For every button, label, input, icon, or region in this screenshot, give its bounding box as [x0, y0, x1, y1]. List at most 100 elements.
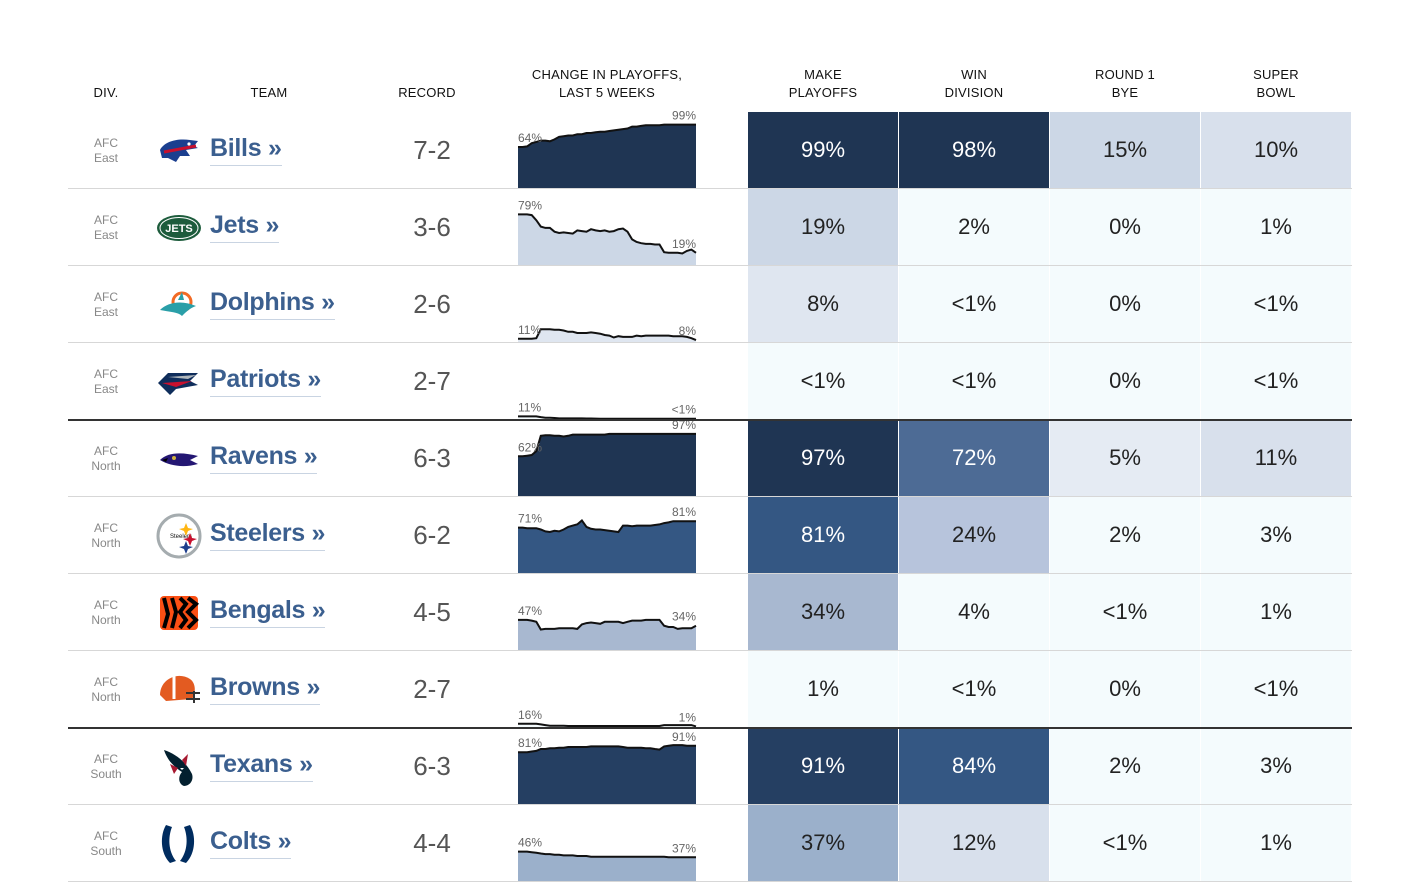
super-bowl-cell: 1% [1201, 189, 1351, 265]
sparkline-line [518, 432, 696, 458]
table-row: AFC East Bills » 7-2 64% 99% 99% 98% 15% 10% [68, 109, 1352, 189]
win-division-cell: <1% [899, 343, 1049, 419]
team-record: 6-2 [413, 520, 451, 550]
win-division-cell: <1% [899, 651, 1049, 727]
sparkline-start-label: 47% [518, 604, 542, 618]
team-link[interactable]: Ravens » [210, 441, 318, 474]
team-logo-icon [156, 359, 202, 405]
header-make-playoffs: MAKE PLAYOFFS [788, 67, 858, 100]
sparkline-end-label: 8% [679, 324, 697, 338]
sparkline-line [518, 328, 697, 342]
sparkline-area [518, 214, 696, 265]
round1-bye-cell: 0% [1050, 651, 1200, 727]
sparkline-start-label: 11% [518, 400, 541, 414]
row-divider [68, 573, 1352, 574]
division-label: AFC East [93, 213, 118, 242]
team-link[interactable]: Browns » [210, 672, 320, 705]
round1-bye-cell: 5% [1050, 420, 1200, 496]
table-row: AFC North Steelers Steelers » 6-2 71% 81% … [68, 497, 1352, 574]
table-row: AFC North Bengals » 4-5 47% 34% 34% 4% <1% 1% [68, 574, 1352, 651]
team-logo-icon [156, 821, 202, 867]
row-divider [68, 342, 1352, 343]
round1-bye-cell: <1% [1050, 574, 1200, 650]
sparkline-area [518, 619, 696, 650]
sparkline-area [518, 745, 696, 804]
sparkline-line [518, 415, 696, 420]
team-link[interactable]: Steelers » [210, 518, 325, 551]
team-link[interactable]: Bills » [210, 133, 282, 166]
sparkline-end-label: <1% [672, 403, 697, 417]
make-playoffs-cell: 34% [748, 574, 898, 650]
round1-bye-cell: <1% [1050, 805, 1200, 881]
playoff-sparkline: 11% <1% [518, 400, 697, 420]
sparkline-end-label: 37% [672, 841, 696, 855]
sparkline-start-label: 62% [518, 440, 542, 454]
team-link[interactable]: Dolphins » [210, 287, 335, 320]
sparkline-start-label: 81% [518, 736, 542, 750]
header-team: TEAM [250, 85, 288, 100]
sparkline-start-label: 46% [518, 836, 542, 850]
super-bowl-cell: 3% [1201, 728, 1351, 804]
team-link[interactable]: Colts » [210, 826, 292, 859]
table-row: AFC North Ravens » 6-3 62% 97% 97% 72% 5% 11% [68, 418, 1352, 497]
svg-text:JETS: JETS [165, 223, 193, 235]
team-record: 4-4 [413, 828, 451, 858]
division-label: AFC North [91, 675, 121, 704]
table-row: AFC East Patriots » 2-7 11% <1% <1% <1% 0% <1… [68, 343, 1352, 421]
sparkline-area [518, 433, 696, 496]
header-div: DIV. [93, 85, 119, 100]
make-playoffs-cell: 81% [748, 497, 898, 573]
header-round1-bye: ROUND 1 BYE [1095, 67, 1155, 100]
super-bowl-cell: 11% [1201, 420, 1351, 496]
make-playoffs-cell: 19% [748, 189, 898, 265]
team-logo-icon [156, 282, 202, 328]
sparkline-start-label: 71% [518, 512, 542, 526]
team-link[interactable]: Jets » [210, 210, 279, 243]
table-row: AFC South Texans » 6-3 81% 91% 91% 84% 2% 3% [68, 728, 1352, 805]
team-logo-icon [156, 128, 202, 174]
row-divider [68, 650, 1352, 651]
header-record: RECORD [398, 85, 456, 100]
super-bowl-cell: 1% [1201, 574, 1351, 650]
playoff-sparkline: 11% 8% [518, 323, 697, 342]
division-label: AFC East [93, 136, 118, 165]
super-bowl-cell: <1% [1201, 266, 1351, 342]
sparkline-end-label: 81% [672, 505, 696, 519]
playoff-sparkline: 81% 91% [518, 730, 696, 804]
sparkline-end-label: 91% [672, 730, 696, 744]
make-playoffs-cell: 99% [748, 112, 898, 188]
division-label: AFC South [90, 829, 122, 858]
division-label: AFC North [91, 444, 121, 473]
sparkline-area [518, 520, 696, 573]
team-record: 3-6 [413, 212, 451, 242]
row-divider [68, 727, 1352, 729]
sparkline-end-label: 1% [679, 710, 697, 724]
header-super-bowl: SUPER BOWL [1253, 67, 1299, 100]
row-divider [68, 265, 1352, 266]
round1-bye-cell: 0% [1050, 266, 1200, 342]
team-logo-icon [156, 590, 202, 636]
team-link[interactable]: Patriots » [210, 364, 321, 397]
make-playoffs-cell: <1% [748, 343, 898, 419]
team-link[interactable]: Texans » [210, 749, 313, 782]
team-record: 4-5 [413, 597, 451, 627]
team-record: 6-3 [413, 751, 451, 781]
team-logo-icon [156, 436, 202, 482]
make-playoffs-cell: 91% [748, 728, 898, 804]
make-playoffs-cell: 8% [748, 266, 898, 342]
team-link[interactable]: Bengals » [210, 595, 326, 628]
team-record: 6-3 [413, 443, 451, 473]
sparkline-area [518, 124, 696, 188]
division-label: AFC East [93, 290, 118, 319]
round1-bye-cell: 0% [1050, 343, 1200, 419]
sparkline-start-label: 79% [518, 198, 542, 212]
team-logo-icon [156, 744, 202, 790]
round1-bye-cell: 0% [1050, 189, 1200, 265]
super-bowl-cell: 10% [1201, 112, 1351, 188]
table-row: AFC East JETS Jets » 3-6 79% 19% 19% 2% 0% 1% [68, 189, 1352, 266]
playoff-sparkline: 79% 19% [518, 198, 697, 265]
round1-bye-cell: 15% [1050, 112, 1200, 188]
header-change: CHANGE IN PLAYOFFS, LAST 5 WEEKS [531, 67, 683, 100]
sparkline-line [518, 722, 697, 728]
team-record: 2-7 [413, 674, 451, 704]
